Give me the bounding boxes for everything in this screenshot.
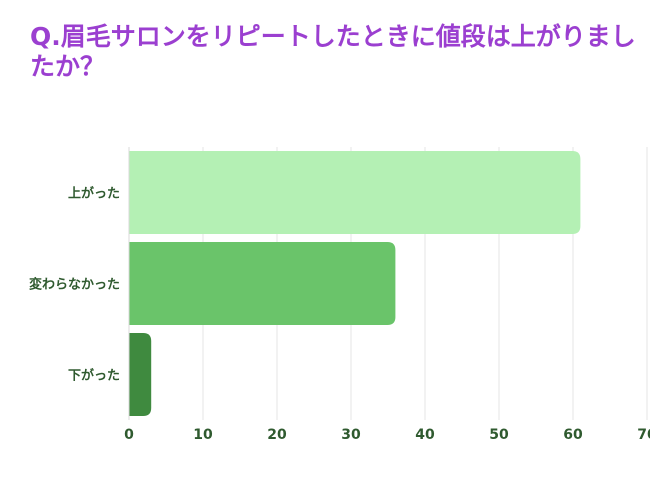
x-tick-label: 70 (637, 427, 650, 443)
bar (129, 151, 581, 234)
bar (129, 333, 152, 416)
category-label: 下がった (68, 368, 120, 384)
category-label: 変わらなかった (29, 277, 120, 293)
chart-title: Q.眉毛サロンをリピートしたときに値段は上がりましたか？ (30, 22, 636, 81)
x-tick-label: 20 (267, 427, 287, 443)
x-tick-label: 30 (341, 427, 361, 443)
bar (129, 242, 396, 325)
x-tick-labels: 0 10 20 30 40 50 60 70 (124, 427, 650, 443)
x-tick-label: 40 (415, 427, 435, 443)
category-label: 上がった (68, 186, 120, 202)
x-tick-label: 60 (563, 427, 583, 443)
x-tick-label: 10 (193, 427, 213, 443)
bars (129, 151, 581, 416)
x-tick-label: 50 (489, 427, 509, 443)
x-tick-label: 0 (124, 427, 134, 443)
